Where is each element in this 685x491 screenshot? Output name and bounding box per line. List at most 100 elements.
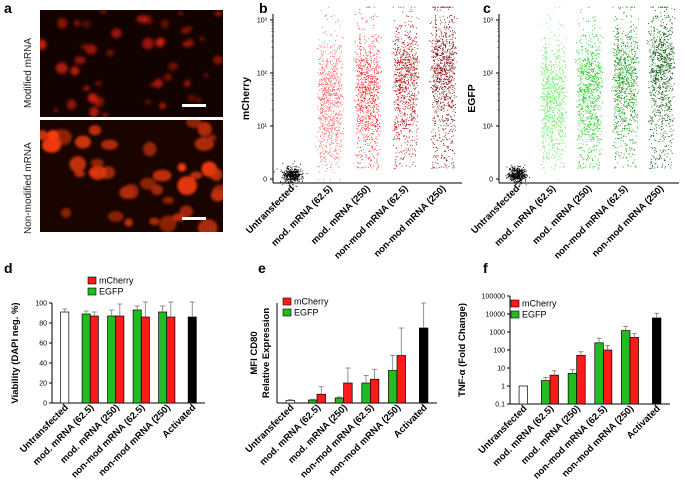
scatter-point [335, 59, 337, 61]
scatter-point [442, 48, 443, 50]
scatter-point [396, 129, 397, 130]
scatter-point [338, 60, 339, 62]
cell [40, 129, 48, 141]
scatter-point [367, 67, 369, 69]
scatter-point [435, 54, 437, 56]
scatter-point [452, 63, 454, 65]
scatter-point [403, 52, 405, 54]
scatter-point [338, 130, 340, 132]
scatter-point [333, 95, 335, 97]
scatter-point [333, 70, 335, 72]
scatter-point [377, 51, 379, 53]
scatter-point [337, 105, 339, 107]
scatter-point [404, 81, 406, 83]
scatter-point [449, 35, 451, 37]
scatter-point [399, 92, 401, 94]
scatter-point [319, 64, 321, 66]
scatter-point [326, 102, 328, 104]
scatter-point [328, 80, 330, 82]
scatter-point [434, 48, 435, 50]
scatter-point [454, 126, 456, 128]
scatter-point [513, 169, 515, 171]
scatter-point [373, 123, 375, 125]
scatter-point [519, 175, 521, 176]
scatter-point [358, 137, 359, 139]
scatter-point [397, 132, 399, 134]
scatter-point [555, 77, 557, 79]
scatter-point [369, 151, 370, 153]
scatter-point [405, 86, 407, 88]
scatter-point [514, 177, 516, 178]
scatter-point [432, 52, 434, 53]
scatter-point [375, 33, 377, 35]
scatter-point [358, 124, 360, 126]
scatter-point [340, 86, 342, 88]
scatter-point [452, 167, 454, 169]
scatter-point [412, 116, 414, 118]
scatter-point [324, 127, 325, 129]
scatter-point [364, 87, 366, 89]
scatter-point [437, 110, 439, 112]
scatter-point [290, 176, 292, 178]
scatter-point [300, 177, 302, 179]
scatter-point [339, 145, 341, 147]
scatter-point [507, 176, 509, 178]
scatter-point [359, 27, 361, 29]
scatter-point [403, 135, 405, 137]
scatter-point [445, 75, 447, 77]
scatter-point [517, 171, 519, 173]
scatter-point [447, 118, 449, 120]
scatter-point [397, 137, 399, 139]
scatter-point [413, 39, 415, 41]
scatter-point [323, 72, 325, 74]
scatter-point [296, 172, 298, 174]
scatter-point [368, 44, 370, 46]
scatter-point [445, 76, 447, 78]
scatter-point [321, 146, 323, 148]
scatter-point [328, 131, 330, 133]
scatter-point [446, 74, 448, 75]
scatter-point [400, 60, 402, 62]
scatter-point [336, 62, 338, 64]
scatter-point [365, 89, 367, 91]
scatter-point [401, 61, 403, 63]
scatter-point [361, 97, 363, 99]
scatter-point [412, 25, 414, 27]
scatter-point [377, 98, 379, 100]
scatter-point [409, 39, 411, 41]
scatter-point [298, 174, 300, 176]
scatter-point [445, 36, 447, 38]
scatter-point [412, 111, 414, 112]
scatter-point [323, 73, 325, 75]
scatter-point [367, 77, 369, 79]
scatter-point [360, 119, 362, 121]
scatter-point [367, 120, 369, 122]
scatter-point [329, 123, 331, 125]
scatter-point [368, 75, 370, 76]
scatter-point [442, 83, 444, 85]
scatter-point [544, 148, 546, 150]
scatter-point [394, 86, 396, 88]
scatter-point [455, 107, 456, 109]
scatter-point [358, 130, 360, 132]
scatter-point [359, 75, 361, 77]
scatter-point [404, 115, 406, 117]
scatter-point [515, 177, 517, 179]
scatter-point [320, 73, 322, 75]
scatter-point [326, 63, 328, 65]
scatter-point [376, 106, 378, 108]
scatter-point [337, 77, 339, 79]
scatter-point [417, 77, 418, 78]
scatter-point [338, 25, 340, 27]
scatter-point [544, 110, 546, 112]
scatter-point [285, 178, 287, 180]
scatter-point [340, 105, 342, 107]
scatter-point [366, 70, 368, 72]
scatter-point [330, 138, 332, 139]
scatter-point [325, 145, 327, 147]
scatter-point [519, 173, 521, 175]
scatter-point [445, 67, 447, 69]
scatter-point [416, 37, 418, 39]
scatter-point [432, 26, 434, 28]
